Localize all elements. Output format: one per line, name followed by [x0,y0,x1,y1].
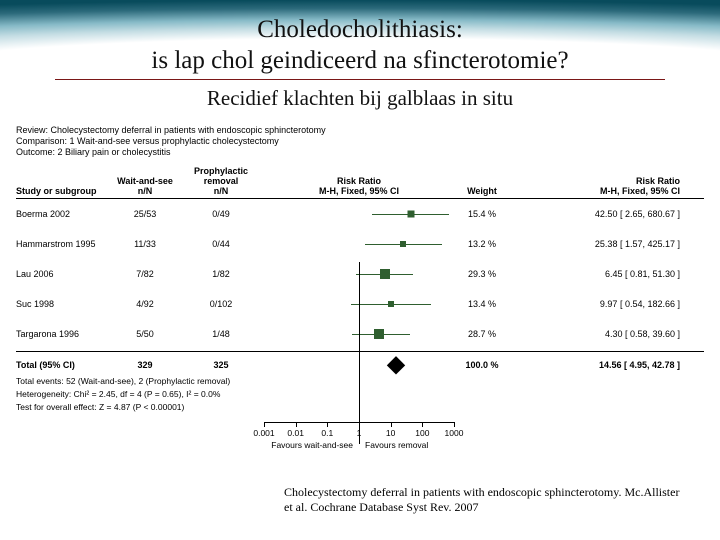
wait-and-see-value: 11/33 [112,239,178,249]
favours-left-label: Favours wait-and-see [271,440,353,450]
study-name: Boerma 2002 [16,209,112,219]
prophylactic-value: 1/82 [178,269,264,279]
total-overall: Test for overall effect: Z = 4.87 (P < 0… [16,402,704,413]
prophylactic-value: 0/49 [178,209,264,219]
weight-value: 29.3 % [454,269,510,279]
meta-outcome: Outcome: 2 Biliary pain or cholecystitis [16,147,704,158]
point-marker [407,211,414,218]
study-name: Targarona 1996 [16,329,112,339]
total-rr-text: 14.56 [ 4.95, 42.78 ] [510,360,680,370]
hdr-rr-sub: M-H, Fixed, 95% CI [264,186,454,196]
risk-ratio-text: 25.38 [ 1.57, 425.17 ] [510,239,680,249]
hdr-rr-label: Risk Ratio [264,176,454,186]
risk-ratio-text: 4.30 [ 0.58, 39.60 ] [510,329,680,339]
prophylactic-value: 0/102 [178,299,264,309]
point-marker [400,241,406,247]
forest-plot: Review: Cholecystectomy deferral in pati… [16,125,704,465]
total-diamond [387,356,405,374]
axis-tick-label: 0.01 [287,428,304,438]
title-line-2: is lap chol geindiceerd na sfincterotomi… [0,45,720,76]
hdr-wait-label: Wait-and-see [112,176,178,186]
plot-cell [264,235,454,253]
hdr-study: Study or subgroup [16,186,112,196]
axis-tick [359,422,360,427]
hdr-proph-label: Prophylactic removal [178,166,264,186]
total-weight: 100.0 % [454,360,510,370]
study-name: Suc 1998 [16,299,112,309]
risk-ratio-text: 9.97 [ 0.54, 182.66 ] [510,299,680,309]
title-underline [55,79,665,80]
wait-and-see-value: 25/53 [112,209,178,219]
hdr-rr-text: Risk Ratio M-H, Fixed, 95% CI [510,176,680,196]
wait-and-see-value: 7/82 [112,269,178,279]
axis-tick-label: 100 [415,428,429,438]
table-row: Targarona 19965/501/48 28.7 %4.30 [ 0.58,… [16,319,704,349]
meta-comparison: Comparison: 1 Wait-and-see versus prophy… [16,136,704,147]
hdr-rr-graph: Risk Ratio M-H, Fixed, 95% CI [264,176,454,196]
axis-tick [296,422,297,427]
null-effect-line [359,262,360,444]
table-row: Suc 19984/920/102 13.4 %9.97 [ 0.54, 182.… [16,289,704,319]
table-row: Lau 20067/821/82 29.3 %6.45 [ 0.81, 51.30… [16,259,704,289]
rows-container: Boerma 200225/530/49 15.4 %42.50 [ 2.65, … [16,199,704,349]
meta-review: Review: Cholecystectomy deferral in pati… [16,125,704,136]
point-marker [374,329,384,339]
axis-tick-label: 10 [386,428,395,438]
study-name: Lau 2006 [16,269,112,279]
plot-cell [264,205,454,223]
weight-value: 28.7 % [454,329,510,339]
risk-ratio-text: 6.45 [ 0.81, 51.30 ] [510,269,680,279]
hdr-proph: Prophylactic removal n/N [178,166,264,196]
axis-tick [422,422,423,427]
axis-wrap: 0.001 0.01 0.1 1 10 100 1000 Favours wait-and-s… [16,422,704,464]
table-row: Boerma 200225/530/49 15.4 %42.50 [ 2.65, … [16,199,704,229]
wait-and-see-value: 5/50 [112,329,178,339]
table-row: Hammarstrom 199511/330/44 13.2 %25.38 [ 1… [16,229,704,259]
total-row: Total (95% CI) 329 325 100.0 % 14.56 [ 4… [16,352,704,374]
favours-right-label: Favours removal [365,440,428,450]
total-events: Total events: 52 (Wait-and-see), 2 (Prop… [16,376,704,387]
point-marker [380,269,390,279]
weight-value: 15.4 % [454,209,510,219]
subtitle: Recidief klachten bij galblaas in situ [0,86,720,111]
column-headers: Study or subgroup Wait-and-see n/N Proph… [16,166,704,199]
hdr-rr2-sub: M-H, Fixed, 95% CI [510,186,680,196]
total-wait-n: 329 [112,360,178,370]
prophylactic-value: 0/44 [178,239,264,249]
axis-tick [264,422,265,427]
total-proph-n: 325 [178,360,264,370]
axis-tick-label: 0.001 [253,428,274,438]
axis: 0.0010.010.11101001000Favours wait-and-s… [264,422,454,464]
weight-value: 13.4 % [454,299,510,309]
title-line-1: Choledocholithiasis: [0,14,720,45]
axis-tick [327,422,328,427]
hdr-wait: Wait-and-see n/N [112,176,178,196]
hdr-rr2-label: Risk Ratio [510,176,680,186]
wait-and-see-value: 4/92 [112,299,178,309]
axis-tick [391,422,392,427]
axis-tick-label: 1000 [445,428,464,438]
hdr-proph-sub: n/N [178,186,264,196]
axis-tick-label: 0.1 [321,428,333,438]
risk-ratio-text: 42.50 [ 2.65, 680.67 ] [510,209,680,219]
point-marker [388,301,394,307]
total-het: Heterogeneity: Chi² = 2.45, df = 4 (P = … [16,389,704,400]
review-meta: Review: Cholecystectomy deferral in pati… [16,125,704,159]
hdr-weight: Weight [454,186,510,196]
total-label: Total (95% CI) [16,360,112,370]
weight-value: 13.2 % [454,239,510,249]
study-name: Hammarstrom 1995 [16,239,112,249]
axis-tick [454,422,455,427]
prophylactic-value: 1/48 [178,329,264,339]
axis-tick-label: 1 [357,428,362,438]
hdr-wait-sub: n/N [112,186,178,196]
citation: Cholecystectomy deferral in patients wit… [284,485,684,516]
title-block: Choledocholithiasis: is lap chol geindic… [0,0,720,111]
citation-line1: Cholecystectomy deferral in patients wit… [284,485,542,499]
